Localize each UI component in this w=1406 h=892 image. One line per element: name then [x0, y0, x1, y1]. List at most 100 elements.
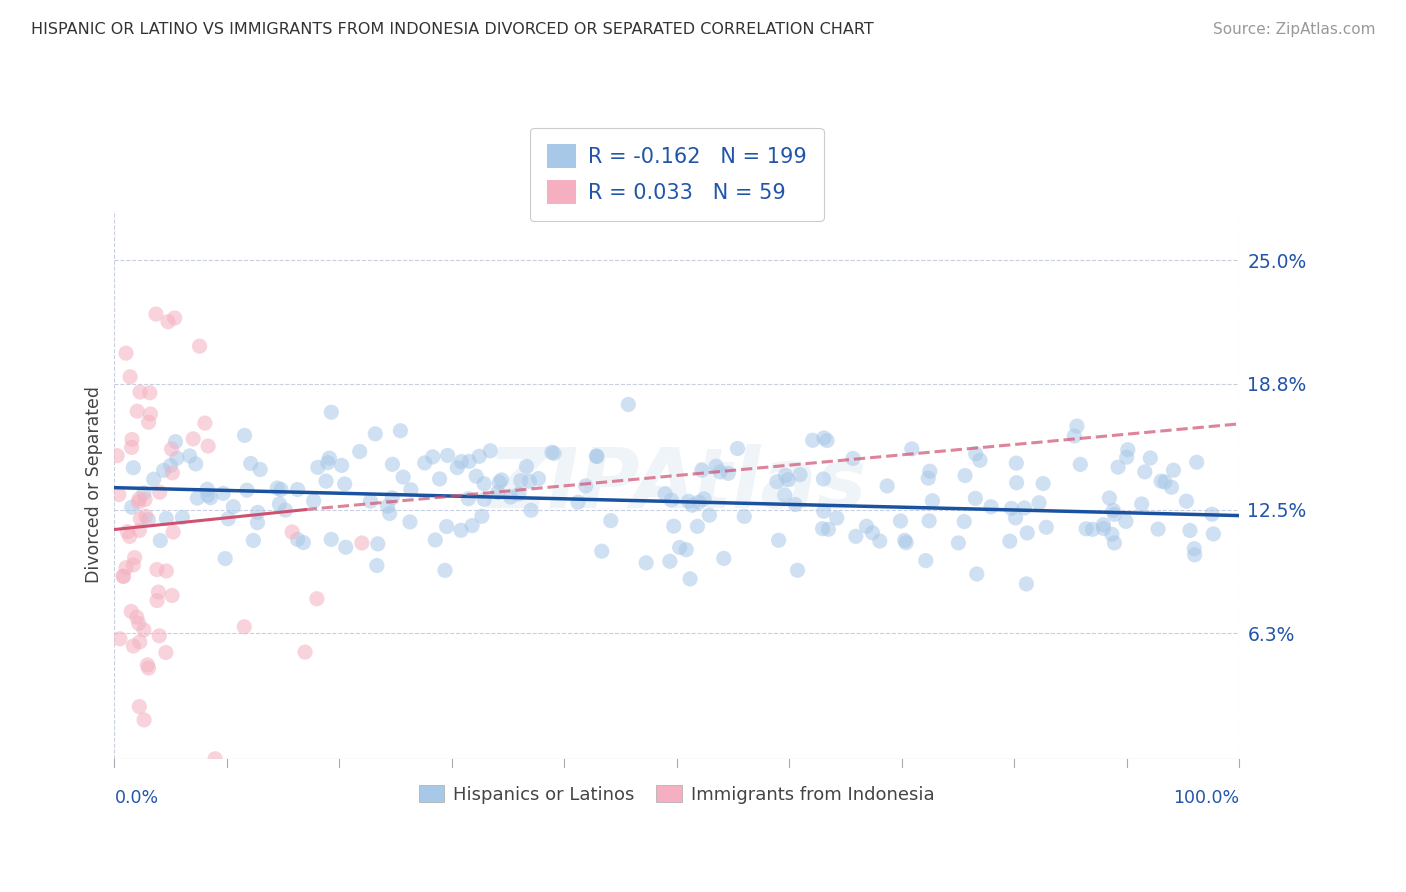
- Point: [115, 346, 138, 360]
- Point: [1133, 465, 1156, 479]
- Point: [817, 522, 839, 536]
- Point: [457, 491, 479, 506]
- Point: [349, 444, 371, 458]
- Point: [429, 472, 451, 486]
- Point: [1185, 455, 1208, 469]
- Point: [127, 404, 149, 418]
- Point: [399, 483, 422, 497]
- Point: [778, 473, 800, 487]
- Point: [543, 446, 565, 460]
- Point: [239, 457, 262, 471]
- Point: [149, 485, 172, 500]
- Point: [129, 385, 152, 400]
- Point: [399, 515, 422, 529]
- Point: [302, 494, 325, 508]
- Text: ZIPAtlas: ZIPAtlas: [486, 444, 866, 525]
- Point: [134, 492, 156, 507]
- Point: [120, 604, 142, 618]
- Point: [287, 483, 309, 497]
- Point: [699, 508, 721, 522]
- Point: [122, 639, 145, 653]
- Point: [315, 474, 337, 488]
- Point: [1182, 541, 1205, 556]
- Point: [281, 524, 304, 539]
- Point: [321, 405, 343, 419]
- Point: [413, 456, 436, 470]
- Point: [305, 591, 328, 606]
- Point: [270, 483, 292, 497]
- Point: [681, 498, 703, 512]
- Point: [163, 310, 186, 325]
- Point: [617, 397, 640, 411]
- Point: [287, 533, 309, 547]
- Point: [1107, 460, 1129, 475]
- Point: [181, 432, 204, 446]
- Point: [307, 460, 329, 475]
- Point: [678, 494, 700, 508]
- Point: [194, 416, 217, 430]
- Point: [953, 468, 976, 483]
- Point: [128, 699, 150, 714]
- Point: [115, 560, 138, 574]
- Point: [766, 475, 789, 489]
- Point: [162, 524, 184, 539]
- Point: [157, 315, 180, 329]
- Point: [662, 519, 685, 533]
- Point: [335, 540, 357, 554]
- Point: [654, 487, 676, 501]
- Point: [889, 514, 911, 528]
- Point: [713, 551, 735, 566]
- Point: [527, 472, 550, 486]
- Point: [1004, 511, 1026, 525]
- Point: [1175, 494, 1198, 508]
- Point: [179, 449, 201, 463]
- Point: [1014, 500, 1036, 515]
- Point: [813, 431, 835, 445]
- Point: [520, 503, 543, 517]
- Point: [668, 541, 690, 555]
- Point: [149, 533, 172, 548]
- Point: [138, 661, 160, 675]
- Point: [212, 486, 235, 500]
- Point: [1017, 525, 1039, 540]
- Point: [1005, 475, 1028, 490]
- Point: [132, 623, 155, 637]
- Point: [107, 488, 129, 502]
- Point: [921, 493, 943, 508]
- Point: [128, 635, 150, 649]
- Point: [148, 629, 170, 643]
- Point: [768, 533, 790, 548]
- Point: [599, 514, 621, 528]
- Point: [138, 513, 160, 527]
- Point: [1116, 442, 1139, 457]
- Point: [139, 385, 162, 400]
- Point: [128, 616, 150, 631]
- Point: [1104, 536, 1126, 550]
- Point: [1092, 521, 1115, 535]
- Point: [1069, 458, 1091, 472]
- Point: [1098, 491, 1121, 505]
- Point: [1000, 501, 1022, 516]
- Point: [316, 456, 339, 470]
- Point: [472, 476, 495, 491]
- Point: [1154, 475, 1177, 489]
- Point: [773, 488, 796, 502]
- Point: [1115, 515, 1137, 529]
- Point: [422, 450, 444, 464]
- Point: [479, 443, 502, 458]
- Point: [679, 572, 702, 586]
- Point: [330, 458, 353, 473]
- Point: [124, 550, 146, 565]
- Point: [392, 470, 415, 484]
- Point: [918, 514, 941, 528]
- Point: [233, 620, 256, 634]
- Point: [197, 439, 219, 453]
- Point: [450, 523, 472, 537]
- Point: [801, 434, 824, 448]
- Point: [121, 441, 143, 455]
- Point: [139, 407, 162, 421]
- Point: [200, 491, 222, 505]
- Point: [450, 455, 472, 469]
- Point: [152, 463, 174, 477]
- Point: [148, 585, 170, 599]
